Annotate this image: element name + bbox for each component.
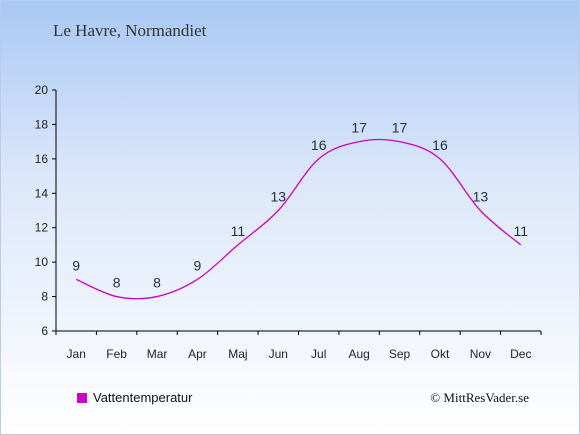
x-tick-label: Mar [147, 347, 168, 361]
y-tick-label: 14 [35, 186, 49, 200]
data-label: 11 [514, 223, 529, 239]
chart-title: Le Havre, Normandiet [53, 21, 207, 40]
x-tick-label: Nov [470, 347, 491, 361]
data-label: 11 [231, 223, 246, 239]
x-tick-label: Dec [510, 347, 531, 361]
data-label: 8 [153, 275, 161, 291]
data-label: 9 [72, 257, 80, 273]
legend-swatch [77, 392, 87, 403]
data-label: 13 [473, 189, 489, 205]
y-tick-label: 10 [35, 255, 49, 269]
x-tick-label: Jul [311, 347, 326, 361]
x-tick-label: Apr [188, 347, 207, 361]
y-tick-label: 20 [35, 83, 49, 97]
data-label: 9 [194, 257, 202, 273]
x-tick-label: Jan [67, 347, 86, 361]
x-tick-label: Sep [389, 347, 411, 361]
x-tick-label: Feb [106, 347, 127, 361]
data-label: 16 [311, 137, 327, 153]
y-tick-label: 6 [41, 324, 48, 338]
y-tick-label: 8 [41, 290, 48, 304]
data-label: 13 [271, 189, 287, 205]
y-tick-label: 16 [35, 152, 49, 166]
x-tick-label: Maj [228, 347, 247, 361]
legend: Vattentemperatur [77, 390, 192, 405]
x-tick-label: Okt [431, 347, 450, 361]
y-tick-label: 18 [35, 117, 49, 131]
y-tick-label: 12 [35, 221, 49, 235]
copyright: © MittResVader.se [430, 390, 529, 405]
series-line [75, 138, 522, 300]
data-label: 17 [351, 120, 367, 136]
legend-label: Vattentemperatur [93, 390, 193, 405]
data-label: 16 [432, 137, 448, 153]
x-tick-label: Aug [348, 347, 369, 361]
data-label: 8 [113, 275, 121, 291]
data-label: 17 [392, 120, 408, 136]
x-tick-label: Jun [269, 347, 288, 361]
